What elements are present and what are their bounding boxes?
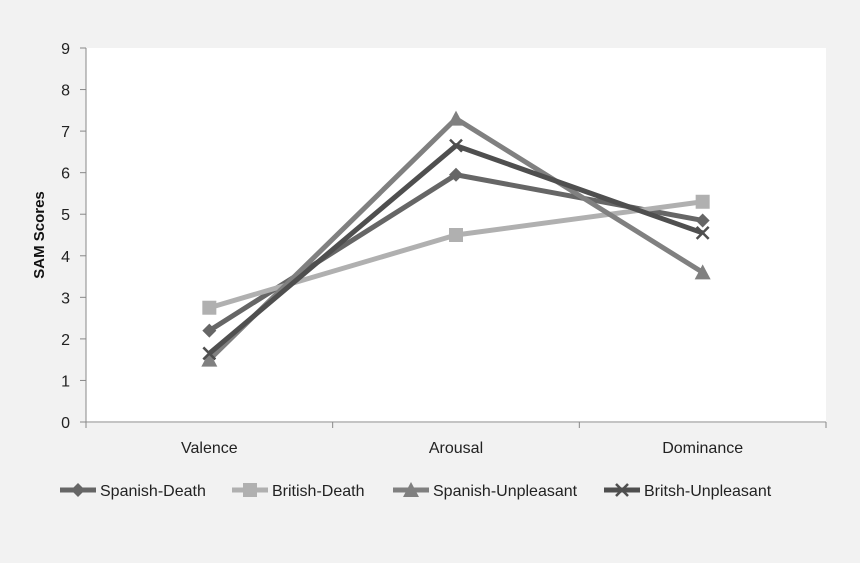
legend-item: Spanish-Death — [60, 483, 206, 500]
data-point — [202, 300, 217, 315]
y-tick-label: 7 — [61, 124, 70, 141]
y-tick-label: 3 — [61, 290, 70, 307]
y-tick-label: 8 — [61, 83, 70, 100]
data-point — [201, 351, 218, 367]
data-point — [202, 346, 217, 361]
legend-label: British-Death — [272, 483, 364, 500]
series-layer — [201, 110, 711, 367]
y-tick-label: 0 — [61, 415, 70, 432]
data-point — [695, 194, 710, 209]
legend-label: Spanish-Death — [100, 483, 206, 500]
y-tick-label: 6 — [61, 166, 70, 183]
data-point — [202, 323, 217, 338]
legend-marker — [71, 483, 85, 497]
legend-label: Britsh-Unpleasant — [644, 483, 772, 500]
legend-marker — [403, 482, 419, 497]
data-point — [449, 228, 463, 242]
data-point — [694, 264, 711, 280]
y-axis: 0 1 2 3 4 5 6 7 8 9 — [61, 41, 87, 432]
x-tick-label: Valence — [181, 440, 238, 457]
x-axis: Valence Arousal Dominance — [85, 421, 827, 457]
data-point — [695, 213, 710, 228]
series-spanish-unpleasant — [201, 110, 711, 367]
legend-marker — [243, 483, 257, 497]
data-point — [695, 226, 710, 240]
y-tick-label: 2 — [61, 332, 70, 349]
data-point — [449, 167, 463, 182]
legend-item: British-Death — [232, 483, 364, 500]
series-britsh-unpleasant — [202, 138, 710, 361]
y-tick-label: 1 — [61, 373, 70, 390]
legend-item: Spanish-Unpleasant — [393, 482, 578, 500]
y-axis-title: SAM Scores — [31, 191, 48, 279]
y-tick-label: 5 — [61, 207, 70, 224]
y-tick-label: 9 — [61, 41, 70, 58]
legend: Spanish-Death British-Death Spanish-Unplea… — [60, 482, 772, 500]
legend-item: Britsh-Unpleasant — [604, 483, 772, 500]
x-tick-label: Arousal — [429, 440, 483, 457]
legend-marker — [615, 483, 629, 497]
data-point — [448, 110, 464, 126]
legend-label: Spanish-Unpleasant — [433, 483, 578, 500]
data-point — [449, 138, 463, 153]
y-tick-label: 4 — [61, 249, 70, 266]
x-tick-label: Dominance — [662, 440, 743, 457]
